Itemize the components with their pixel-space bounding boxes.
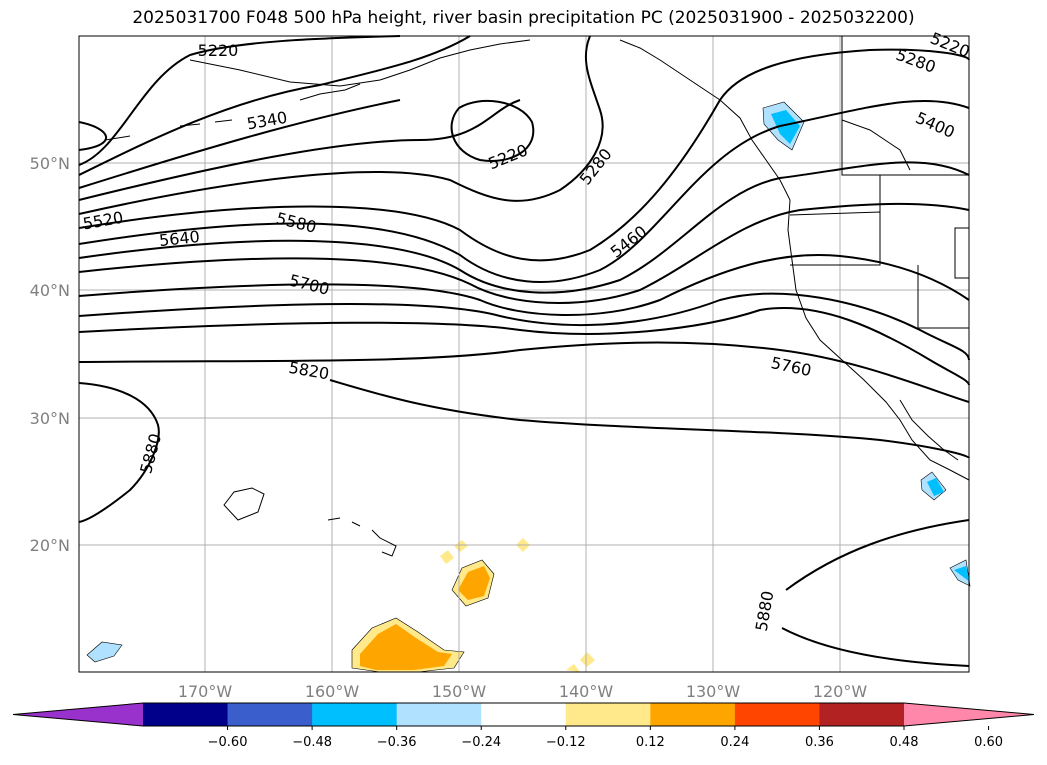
colorbar-extend-high <box>904 703 1034 726</box>
lat-label: 20°N <box>30 536 70 555</box>
colorbar-extend-low <box>13 703 143 726</box>
contour-label: 5880 <box>752 589 778 632</box>
graticule <box>79 36 969 672</box>
contour-label: 5700 <box>287 271 331 299</box>
colorbar-tick-label: 0.48 <box>890 735 919 750</box>
contour-label: 5880 <box>136 431 165 475</box>
colorbar-tick-label: −0.60 <box>208 735 248 750</box>
contour-label: 5460 <box>607 222 651 262</box>
contour-label: 5580 <box>274 209 318 237</box>
contour-label: 5280 <box>576 145 616 189</box>
colorbar-segment <box>143 703 229 726</box>
lon-label: 170°W <box>178 682 233 701</box>
colorbar-tick-label: 0.12 <box>636 735 665 750</box>
map-title: 2025031700 F048 500 hPa height, river ba… <box>132 8 915 28</box>
contour-label: 5640 <box>158 227 200 250</box>
lon-label: 130°W <box>686 682 741 701</box>
colorbar: −0.60 −0.48 −0.36 −0.24 −0.12 0.12 0.24 0.36 0.4… <box>12 702 1035 750</box>
colorbar-segment <box>227 703 313 726</box>
colorbar-segment <box>734 703 820 726</box>
lon-label: 150°W <box>432 682 487 701</box>
colorbar-tick-label: −0.48 <box>292 735 332 750</box>
contour-label: 5760 <box>769 353 813 380</box>
colorbar-tick-label: −0.12 <box>546 735 586 750</box>
colorbar-segment <box>481 703 567 726</box>
height-contours <box>78 35 970 667</box>
colorbar-segment <box>650 703 736 726</box>
contour-label: 5220 <box>486 140 531 173</box>
colorbar-tick-label: 0.24 <box>720 735 749 750</box>
lon-label: 120°W <box>813 682 868 701</box>
lon-label: 140°W <box>559 682 614 701</box>
lat-label: 30°N <box>30 409 70 428</box>
contour-label: 5820 <box>287 358 330 384</box>
latitude-labels: 50°N 40°N 30°N 20°N <box>30 154 70 555</box>
contour-label: 5280 <box>894 45 939 77</box>
colorbar-segment <box>819 703 905 726</box>
colorbar-outline <box>12 702 1035 727</box>
contour-label: 5400 <box>913 108 958 142</box>
colorbar-segment <box>565 703 651 726</box>
contour-label: 5340 <box>245 108 288 134</box>
lon-label: 160°W <box>305 682 360 701</box>
colorbar-tick-label: −0.24 <box>461 735 501 750</box>
lat-label: 40°N <box>30 281 70 300</box>
colorbar-tick-label: −0.36 <box>377 735 417 750</box>
colorbar-segment <box>312 703 398 726</box>
contour-label: 5220 <box>198 41 239 60</box>
lat-label: 50°N <box>30 154 70 173</box>
precip-shading <box>86 101 971 673</box>
coastlines <box>104 36 970 557</box>
colorbar-tick-label: 0.60 <box>974 735 1003 750</box>
colorbar-tick-label: 0.36 <box>805 735 834 750</box>
map-frame <box>78 35 970 673</box>
longitude-labels: 170°W 160°W 150°W 140°W 130°W 120°W <box>178 682 868 701</box>
colorbar-segment <box>396 703 482 726</box>
